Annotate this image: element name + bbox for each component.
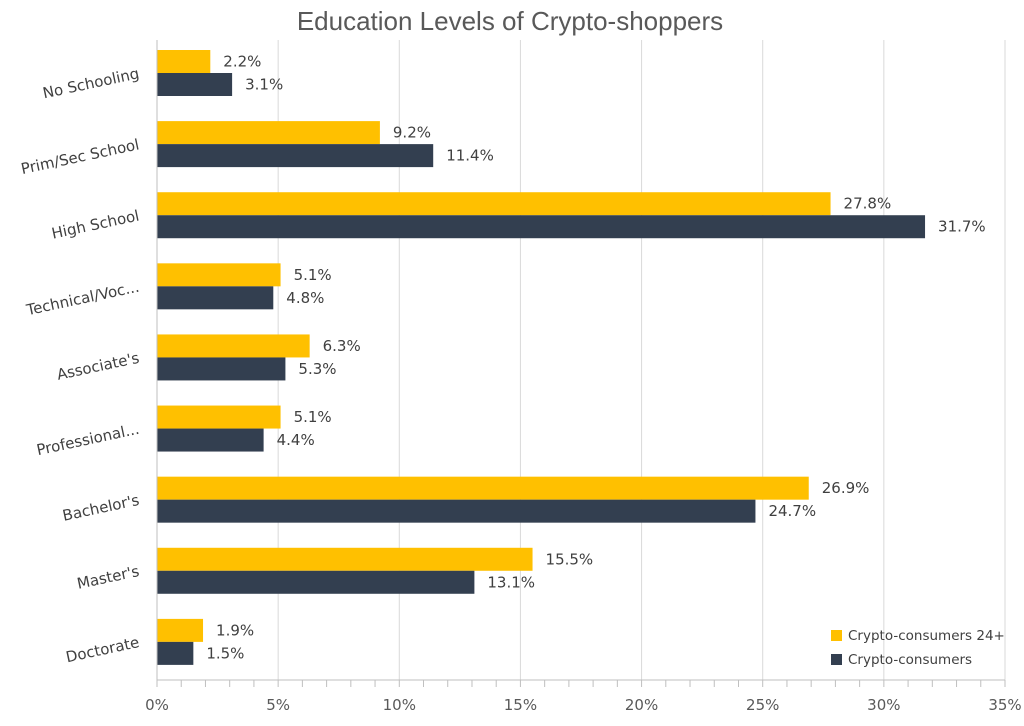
- bar: [157, 570, 475, 594]
- x-tick-label: 30%: [867, 696, 900, 714]
- legend-label: Crypto-consumers 24+: [848, 628, 1005, 644]
- data-label: 1.9%: [216, 621, 254, 639]
- bar: [157, 405, 281, 429]
- legend-label: Crypto-consumers: [848, 652, 972, 668]
- legend: Crypto-consumers 24+ Crypto-consumers: [831, 628, 1005, 668]
- x-tick-label: 0%: [145, 696, 169, 714]
- category-label: Professional...: [35, 420, 141, 459]
- chart-title: Education Levels of Crypto-shoppers: [297, 6, 723, 36]
- bar: [157, 357, 286, 381]
- x-tick-label: 35%: [988, 696, 1021, 714]
- bar: [157, 499, 756, 523]
- category-labels: No Schooling Prim/Sec School High School Te…: [19, 64, 141, 666]
- x-tick-label: 15%: [504, 696, 537, 714]
- data-label: 5.3%: [298, 360, 336, 378]
- bar: [157, 641, 194, 665]
- data-label: 4.4%: [277, 431, 315, 449]
- bar: [157, 286, 274, 310]
- data-label: 4.8%: [286, 289, 324, 307]
- data-label: 31.7%: [938, 218, 986, 236]
- data-label: 11.4%: [446, 147, 494, 165]
- bar: [157, 334, 310, 358]
- bar: [157, 144, 434, 168]
- data-label: 6.3%: [323, 337, 361, 355]
- category-label: Bachelor's: [61, 491, 141, 525]
- data-label: 9.2%: [393, 124, 431, 142]
- x-axis: 0% 5% 10% 15% 20% 25% 30% 35%: [145, 40, 1022, 714]
- bar: [157, 428, 264, 452]
- x-tick-label: 5%: [266, 696, 290, 714]
- category-label: High School: [50, 207, 141, 243]
- data-label: 3.1%: [245, 76, 283, 94]
- data-label: 24.7%: [768, 502, 816, 520]
- bar: [157, 618, 204, 642]
- bars: [157, 50, 926, 665]
- category-label: Master's: [75, 562, 141, 593]
- category-label: Technical/Voc...: [24, 278, 141, 320]
- bar: [157, 50, 211, 73]
- category-label: Doctorate: [64, 633, 141, 666]
- data-label: 26.9%: [822, 479, 870, 497]
- category-label: No Schooling: [41, 64, 141, 102]
- bar: [157, 215, 926, 239]
- data-label: 2.2%: [223, 53, 261, 71]
- bar: [157, 263, 281, 287]
- legend-swatch: [831, 630, 842, 641]
- bar: [157, 476, 809, 500]
- data-label: 13.1%: [487, 573, 535, 591]
- x-tick-label: 25%: [746, 696, 779, 714]
- bar: [157, 547, 533, 571]
- data-label: 15.5%: [546, 550, 594, 568]
- x-tick-label: 10%: [383, 696, 416, 714]
- category-label: Associate's: [55, 349, 141, 384]
- data-label: 27.8%: [844, 195, 892, 213]
- data-label: 5.1%: [294, 266, 332, 284]
- bar: [157, 73, 233, 96]
- x-tick-label: 20%: [625, 696, 658, 714]
- bar: [157, 192, 831, 216]
- data-label: 5.1%: [294, 408, 332, 426]
- legend-swatch: [831, 654, 842, 665]
- data-label: 1.5%: [206, 644, 244, 662]
- bar: [157, 121, 380, 145]
- category-label: Prim/Sec School: [19, 135, 140, 178]
- data-labels: 2.2% 3.1% 9.2% 11.4% 27.8% 31.7% 5.1% 4.8% 6.3% 5…: [206, 53, 985, 663]
